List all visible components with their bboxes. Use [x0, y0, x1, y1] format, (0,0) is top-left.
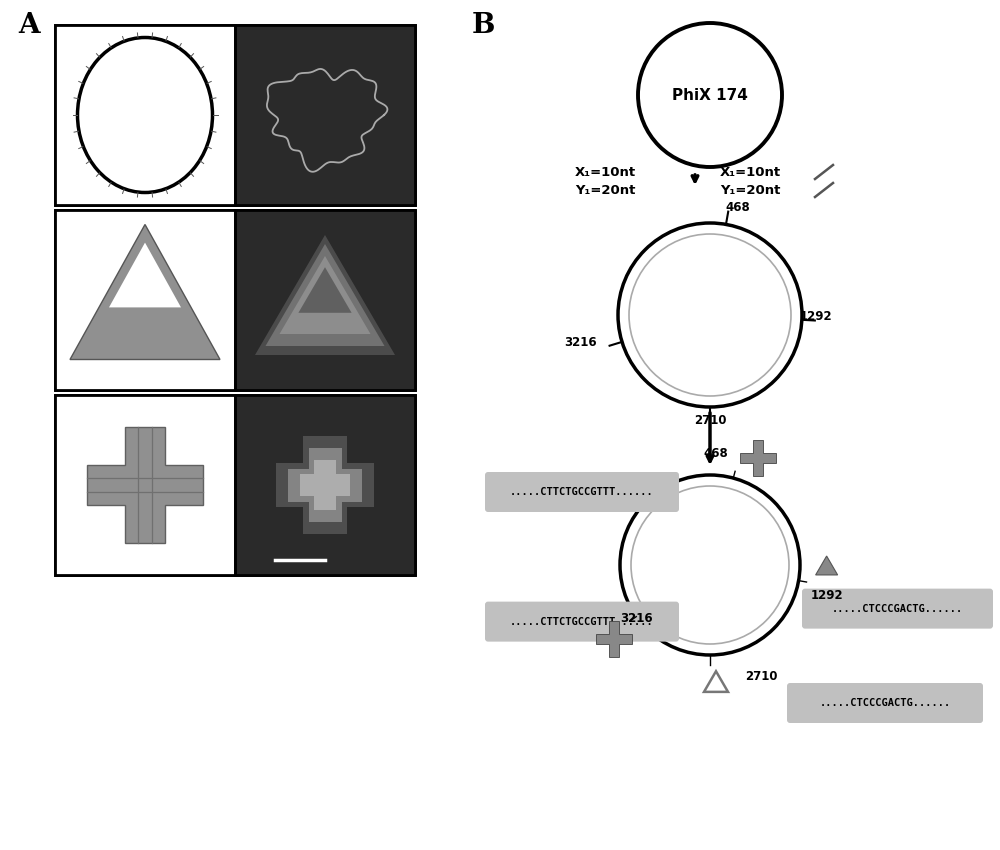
Polygon shape — [298, 267, 352, 313]
Text: .....CTCCCGACTG......: .....CTCCCGACTG...... — [831, 604, 963, 614]
Circle shape — [631, 486, 789, 644]
Circle shape — [618, 223, 802, 407]
Bar — [235, 395, 415, 575]
Bar — [55, 395, 415, 575]
Polygon shape — [280, 256, 370, 334]
Bar — [55, 25, 415, 205]
Text: 468: 468 — [704, 446, 728, 460]
Bar — [55, 395, 235, 575]
Text: A: A — [18, 12, 40, 39]
Bar — [55, 25, 235, 205]
Text: Y₁=20nt: Y₁=20nt — [575, 184, 635, 196]
FancyBboxPatch shape — [485, 602, 679, 642]
Polygon shape — [740, 440, 776, 476]
Bar — [235, 25, 415, 205]
Polygon shape — [70, 224, 220, 360]
Text: 2710: 2710 — [694, 413, 726, 427]
Bar — [235, 210, 415, 390]
Circle shape — [638, 23, 782, 167]
Text: 1292: 1292 — [810, 589, 843, 602]
Text: X₁=10nt: X₁=10nt — [720, 166, 781, 178]
Text: .....CTTCTGCCGTTT......: .....CTTCTGCCGTTT...... — [510, 616, 654, 626]
Bar — [55, 210, 415, 390]
Polygon shape — [816, 556, 838, 575]
Polygon shape — [87, 427, 203, 543]
Bar — [55, 210, 415, 390]
FancyBboxPatch shape — [787, 683, 983, 723]
Text: .....CTCCCGACTG......: .....CTCCCGACTG...... — [819, 698, 951, 708]
Text: 3216: 3216 — [620, 612, 653, 625]
FancyBboxPatch shape — [802, 589, 993, 629]
Bar — [55, 210, 235, 390]
Text: B: B — [472, 12, 495, 39]
Bar — [55, 25, 415, 205]
Polygon shape — [704, 672, 728, 692]
Text: X₁=10nt: X₁=10nt — [575, 166, 636, 178]
Circle shape — [620, 475, 800, 655]
Text: PhiX 174: PhiX 174 — [672, 88, 748, 103]
Circle shape — [629, 234, 791, 396]
FancyBboxPatch shape — [485, 472, 679, 512]
Text: Y₁=20nt: Y₁=20nt — [720, 184, 780, 196]
Polygon shape — [255, 235, 395, 355]
Text: 3216: 3216 — [564, 337, 596, 349]
Text: 2710: 2710 — [745, 671, 777, 683]
Text: 468: 468 — [726, 201, 750, 214]
Bar — [55, 395, 415, 575]
Bar — [235, 25, 415, 205]
Polygon shape — [596, 620, 632, 656]
Text: .....CTTCTGCCGTTT......: .....CTTCTGCCGTTT...... — [510, 487, 654, 497]
Ellipse shape — [78, 37, 213, 192]
Polygon shape — [266, 244, 384, 346]
Polygon shape — [288, 448, 362, 522]
Polygon shape — [276, 436, 374, 535]
Text: 1292: 1292 — [800, 310, 832, 323]
Polygon shape — [109, 242, 181, 308]
Polygon shape — [300, 461, 350, 510]
